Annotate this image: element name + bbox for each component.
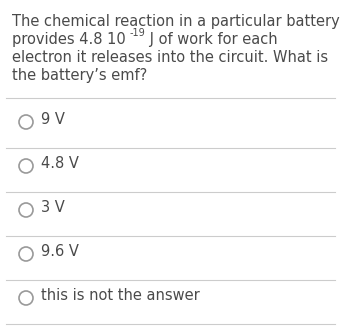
Text: -19: -19 [130,28,146,38]
Text: The chemical reaction in a particular battery: The chemical reaction in a particular ba… [12,14,340,29]
Text: 3 V: 3 V [41,200,65,215]
Text: 9 V: 9 V [41,112,65,127]
Text: provides 4.8 10: provides 4.8 10 [12,32,126,47]
Text: 4.8 V: 4.8 V [41,156,79,171]
Text: the battery’s emf?: the battery’s emf? [12,68,147,83]
Text: electron it releases into the circuit. What is: electron it releases into the circuit. W… [12,50,328,65]
Text: J of work for each: J of work for each [145,32,278,47]
Text: this is not the answer: this is not the answer [41,288,200,303]
Text: 9.6 V: 9.6 V [41,244,79,259]
